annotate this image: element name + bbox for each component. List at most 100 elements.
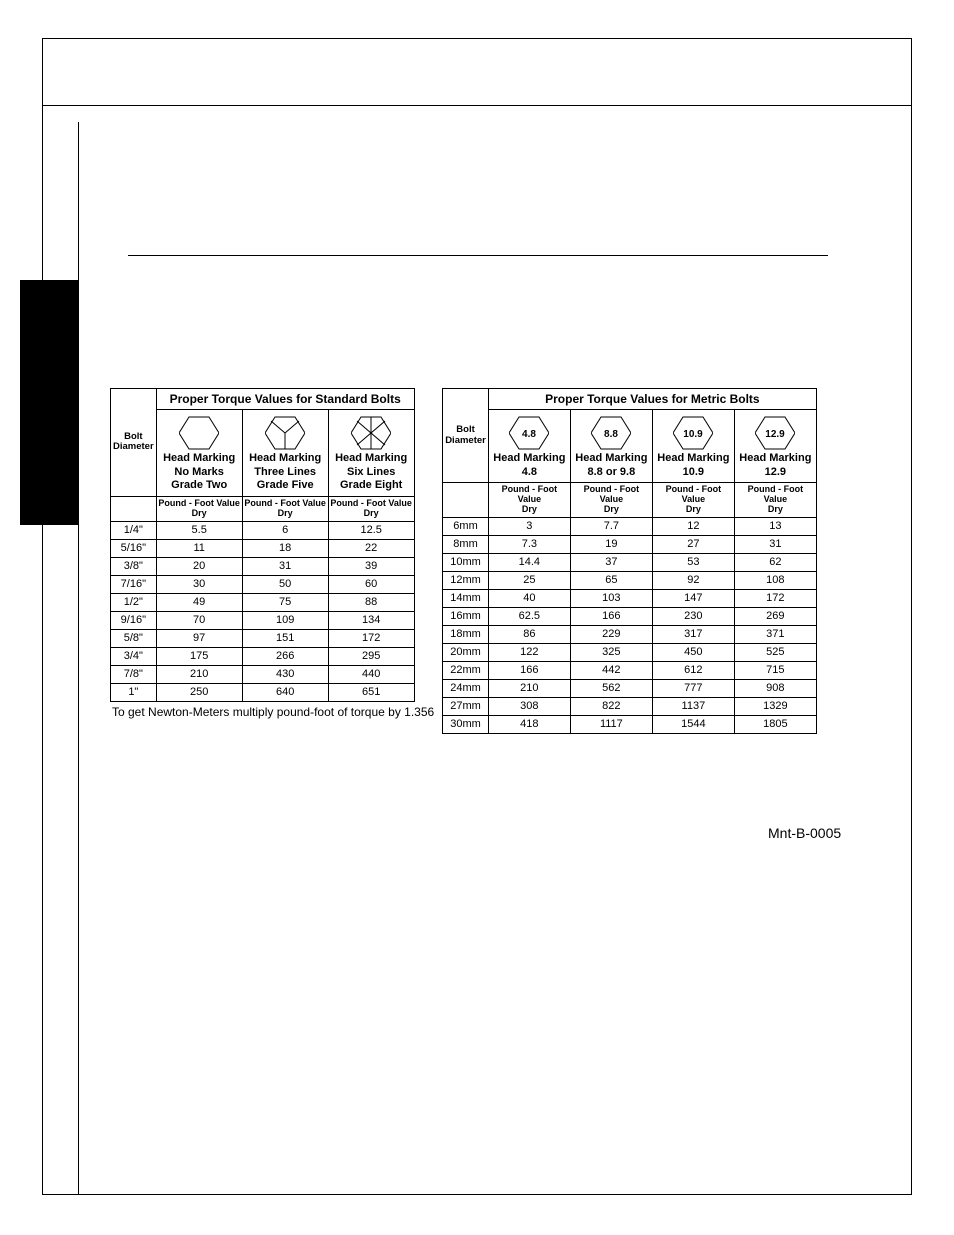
bolt-diameter-cell: 24mm [443,679,489,697]
bolt-diameter-cell: 8mm [443,535,489,553]
torque-value-cell: 134 [328,611,414,629]
bolt-diameter-cell: 18mm [443,625,489,643]
table-row: 24mm210562777908 [443,679,817,697]
table-row: 1/2"497588 [111,593,415,611]
met-blank-corner [443,483,489,518]
torque-value-cell: 14.4 [488,553,570,571]
table-row: 22mm166442612715 [443,661,817,679]
torque-value-cell: 230 [652,607,734,625]
torque-value-cell: 418 [488,715,570,733]
bolt-diameter-cell: 6mm [443,517,489,535]
bolt-diameter-cell: 1/4" [111,521,157,539]
torque-value-cell: 440 [328,665,414,683]
bolt-diameter-cell: 30mm [443,715,489,733]
head-marking-line: Head Marking [335,452,407,465]
torque-value-cell: 49 [156,593,242,611]
torque-value-cell: 147 [652,589,734,607]
bolt-diameter-cell: 3/4" [111,647,157,665]
torque-value-cell: 442 [570,661,652,679]
torque-value-cell: 65 [570,571,652,589]
torque-value-cell: 18 [242,539,328,557]
torque-value-cell: 13 [734,517,816,535]
table-row: 16mm62.5166230269 [443,607,817,625]
bolt-diameter-cell: 27mm [443,697,489,715]
hex-bolt-icon: 8.8 [591,415,631,451]
torque-value-cell: 651 [328,683,414,701]
torque-value-cell: 6 [242,521,328,539]
met-table-title: Proper Torque Values for Metric Bolts [488,389,816,410]
standard-bolts-table: BoltDiameter Proper Torque Values for St… [110,388,415,702]
bolt-diameter-cell: 1" [111,683,157,701]
torque-value-cell: 525 [734,643,816,661]
torque-value-cell: 92 [652,571,734,589]
bolt-diameter-cell: 3/8" [111,557,157,575]
head-marking-line: 12.9 [765,466,786,479]
torque-value-cell: 31 [242,557,328,575]
bolt-diameter-cell: 7/16" [111,575,157,593]
hex-bolt-icon: 10.9 [673,415,713,451]
bolt-diameter-cell: 20mm [443,643,489,661]
header-band [42,38,912,106]
svg-text:10.9: 10.9 [684,429,704,440]
std-value-unit-header: Pound - Foot ValueDry [242,496,328,521]
met-diameter-header: BoltDiameter [443,389,489,483]
svg-text:8.8: 8.8 [604,429,618,440]
met-value-unit-header: Pound - Foot ValueDry [570,483,652,518]
torque-value-cell: 62 [734,553,816,571]
met-grade-header: 8.8Head Marking8.8 or 9.8 [570,410,652,483]
table-row: 7/8"210430440 [111,665,415,683]
hex-bolt-icon: 12.9 [755,415,795,451]
bolt-diameter-cell: 22mm [443,661,489,679]
torque-value-cell: 108 [734,571,816,589]
torque-value-cell: 822 [570,697,652,715]
torque-value-cell: 172 [328,629,414,647]
torque-value-cell: 250 [156,683,242,701]
torque-value-cell: 11 [156,539,242,557]
std-value-unit-header: Pound - Foot ValueDry [328,496,414,521]
table-row: 18mm86229317371 [443,625,817,643]
torque-value-cell: 109 [242,611,328,629]
std-grade-header: Head MarkingThree LinesGrade Five [242,410,328,497]
head-marking-line: 4.8 [522,466,537,479]
standard-bolts-block: BoltDiameter Proper Torque Values for St… [110,388,434,734]
torque-value-cell: 25 [488,571,570,589]
torque-value-cell: 88 [328,593,414,611]
torque-value-cell: 450 [652,643,734,661]
torque-value-cell: 1117 [570,715,652,733]
bolt-diameter-cell: 9/16" [111,611,157,629]
torque-value-cell: 908 [734,679,816,697]
head-marking-line: Grade Five [257,479,314,492]
table-row: 12mm256592108 [443,571,817,589]
head-marking-line: Head Marking [739,452,811,465]
torque-value-cell: 640 [242,683,328,701]
metric-bolts-table: BoltDiameter Proper Torque Values for Me… [442,388,817,734]
head-marking-line: Grade Eight [340,479,402,492]
table-row: 7/16"305060 [111,575,415,593]
torque-tables-container: BoltDiameter Proper Torque Values for St… [110,388,817,734]
head-marking-line: Three Lines [254,466,316,479]
svg-text:12.9: 12.9 [766,429,786,440]
torque-value-cell: 50 [242,575,328,593]
reference-code: Mnt-B-0005 [768,825,841,841]
met-grade-header: 4.8Head Marking4.8 [488,410,570,483]
met-value-unit-header: Pound - Foot ValueDry [734,483,816,518]
torque-value-cell: 12 [652,517,734,535]
torque-value-cell: 175 [156,647,242,665]
std-table-title: Proper Torque Values for Standard Bolts [156,389,414,410]
head-marking-line: Grade Two [171,479,227,492]
torque-value-cell: 12.5 [328,521,414,539]
torque-value-cell: 1544 [652,715,734,733]
torque-value-cell: 60 [328,575,414,593]
bolt-diameter-cell: 10mm [443,553,489,571]
torque-value-cell: 19 [570,535,652,553]
head-marking-line: Head Marking [163,452,235,465]
torque-value-cell: 27 [652,535,734,553]
svg-text:4.8: 4.8 [522,429,536,440]
bolt-diameter-cell: 5/8" [111,629,157,647]
torque-value-cell: 37 [570,553,652,571]
torque-value-cell: 103 [570,589,652,607]
torque-value-cell: 7.3 [488,535,570,553]
table-row: 9/16"70109134 [111,611,415,629]
torque-value-cell: 777 [652,679,734,697]
torque-value-cell: 40 [488,589,570,607]
